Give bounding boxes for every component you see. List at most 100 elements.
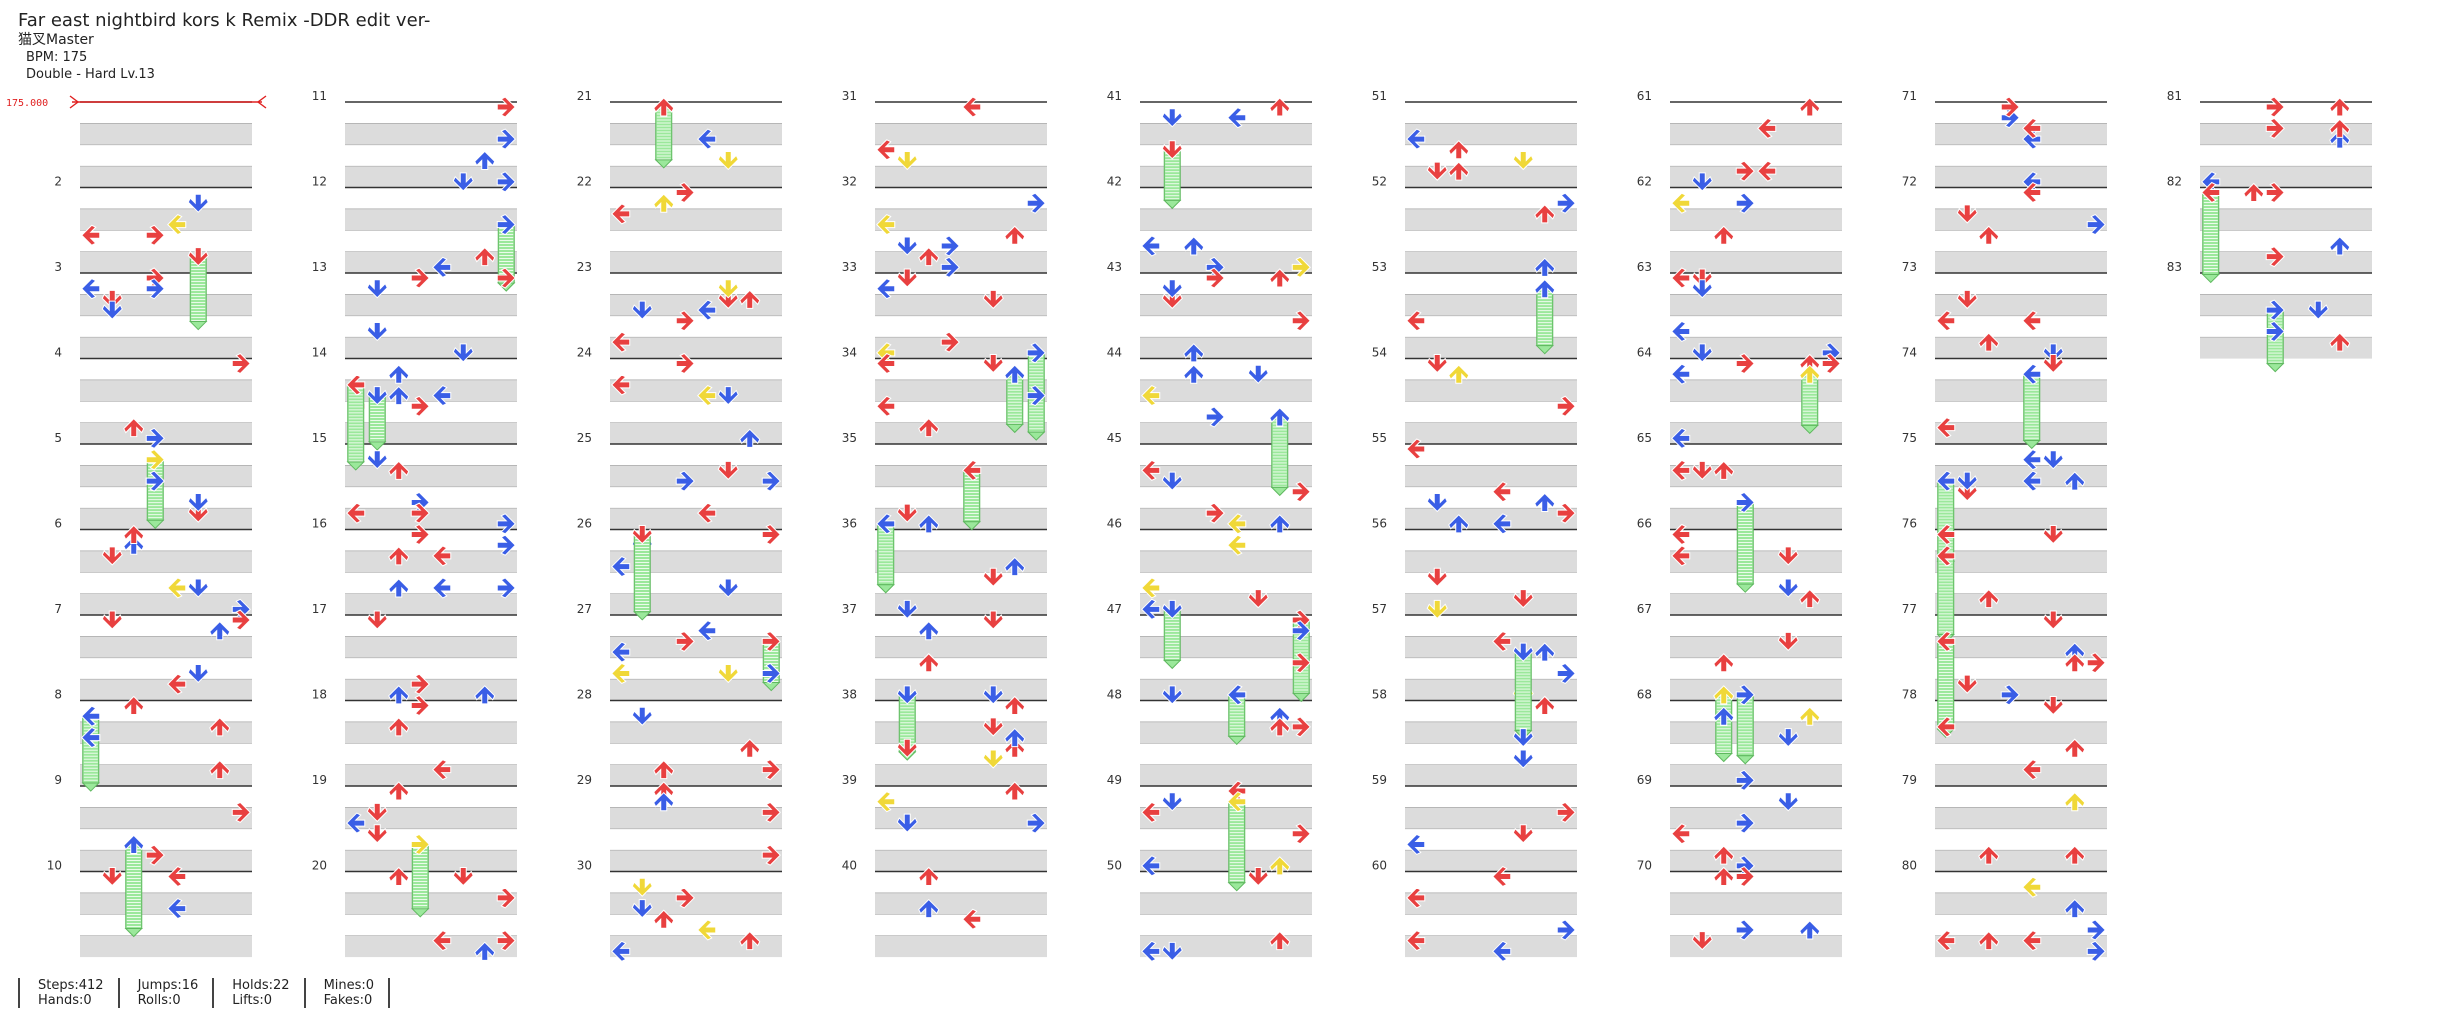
measure-band xyxy=(1670,166,1842,188)
up-arrow xyxy=(2064,738,2086,758)
measure-band xyxy=(875,807,1047,829)
left-arrow xyxy=(167,865,187,888)
measure-number: 68 xyxy=(1637,688,1652,702)
down-arrow xyxy=(1161,279,1183,299)
hold-tail xyxy=(1227,735,1246,746)
left-arrow xyxy=(1227,513,1247,535)
right-arrow xyxy=(1205,502,1225,524)
measure-band xyxy=(345,166,517,188)
measure-band xyxy=(1140,251,1312,274)
left-arrow xyxy=(1141,459,1161,481)
measure-band xyxy=(1405,337,1577,359)
down-arrow xyxy=(717,386,739,406)
measure-number: 20 xyxy=(312,859,327,873)
up-arrow xyxy=(2329,332,2351,352)
hold-tail xyxy=(654,159,673,169)
measure-band xyxy=(1670,123,1842,145)
measure-band xyxy=(1670,294,1842,316)
measure-band xyxy=(345,465,517,487)
measure-number: 5 xyxy=(54,431,62,445)
down-arrow xyxy=(187,492,209,513)
measure-number: 69 xyxy=(1637,773,1652,787)
down-arrow xyxy=(631,525,653,545)
down-arrow xyxy=(1691,172,1713,192)
measure-band xyxy=(1670,721,1842,744)
measure-band xyxy=(875,294,1047,316)
up-arrow xyxy=(2329,236,2351,256)
measure-band xyxy=(875,593,1047,616)
down-arrow xyxy=(1777,792,1799,812)
up-arrow xyxy=(1713,460,1735,480)
left-arrow xyxy=(1936,716,1956,738)
up-arrow xyxy=(2243,182,2265,202)
measure-number: 66 xyxy=(1637,517,1652,531)
up-arrow xyxy=(388,717,410,737)
down-arrow xyxy=(982,354,1004,374)
right-arrow xyxy=(1291,652,1311,674)
down-arrow xyxy=(1512,728,1534,748)
up-arrow xyxy=(1713,845,1735,865)
right-arrow xyxy=(1291,481,1311,503)
right-arrow xyxy=(1556,192,1576,214)
right-arrow xyxy=(1735,491,1755,514)
measure-band xyxy=(345,208,517,231)
measure-band xyxy=(1935,379,2107,402)
up-arrow xyxy=(474,246,496,267)
down-arrow xyxy=(982,567,1004,587)
up-arrow xyxy=(474,941,496,961)
left-arrow xyxy=(2022,363,2042,385)
measure-number: 65 xyxy=(1637,431,1652,445)
measure-band xyxy=(875,764,1047,787)
down-arrow xyxy=(101,300,123,320)
up-arrow xyxy=(653,791,675,812)
right-arrow xyxy=(1735,919,1755,941)
measure-number: 52 xyxy=(1372,175,1387,189)
measure-band xyxy=(345,550,517,573)
up-arrow xyxy=(388,685,410,705)
up-arrow xyxy=(1713,685,1735,705)
up-arrow xyxy=(1978,332,2000,352)
up-arrow xyxy=(653,759,675,780)
right-arrow xyxy=(2000,684,2020,706)
down-arrow xyxy=(101,546,123,566)
up-arrow xyxy=(1183,364,1205,384)
measure-band xyxy=(1935,593,2107,616)
down-arrow xyxy=(1161,599,1183,620)
down-arrow xyxy=(631,706,653,726)
left-arrow xyxy=(1492,940,1512,962)
left-arrow xyxy=(876,213,896,236)
hold-tail xyxy=(1800,424,1819,435)
measure-number: 13 xyxy=(312,260,327,274)
bpm-change-label: 175.000 xyxy=(6,98,49,109)
down-arrow xyxy=(101,610,123,630)
hold-tail xyxy=(1027,431,1046,441)
down-arrow xyxy=(366,279,388,299)
down-arrow xyxy=(631,877,653,897)
right-arrow xyxy=(145,427,165,449)
up-arrow xyxy=(2064,791,2086,812)
down-arrow xyxy=(982,289,1004,310)
down-arrow xyxy=(1426,354,1448,374)
measure-band xyxy=(345,508,517,530)
right-arrow xyxy=(231,801,251,823)
down-arrow xyxy=(2042,450,2064,470)
up-arrow xyxy=(739,428,761,448)
down-arrow xyxy=(896,503,918,523)
measure-band xyxy=(875,251,1047,274)
down-arrow xyxy=(452,172,474,192)
measure-band xyxy=(345,593,517,616)
left-arrow xyxy=(1936,630,1956,652)
left-arrow xyxy=(876,139,896,161)
measure-band xyxy=(610,850,782,872)
measure-number: 29 xyxy=(577,773,592,787)
down-arrow xyxy=(452,343,474,363)
measure-band xyxy=(1670,337,1842,359)
measure-number: 27 xyxy=(577,602,592,616)
measure-number: 55 xyxy=(1372,431,1387,445)
measure-number: 56 xyxy=(1372,517,1387,531)
measure-band xyxy=(2200,251,2372,274)
measure-band xyxy=(1140,166,1312,188)
left-arrow xyxy=(876,395,896,417)
up-arrow xyxy=(1799,97,1821,117)
measure-number: 23 xyxy=(577,260,592,274)
